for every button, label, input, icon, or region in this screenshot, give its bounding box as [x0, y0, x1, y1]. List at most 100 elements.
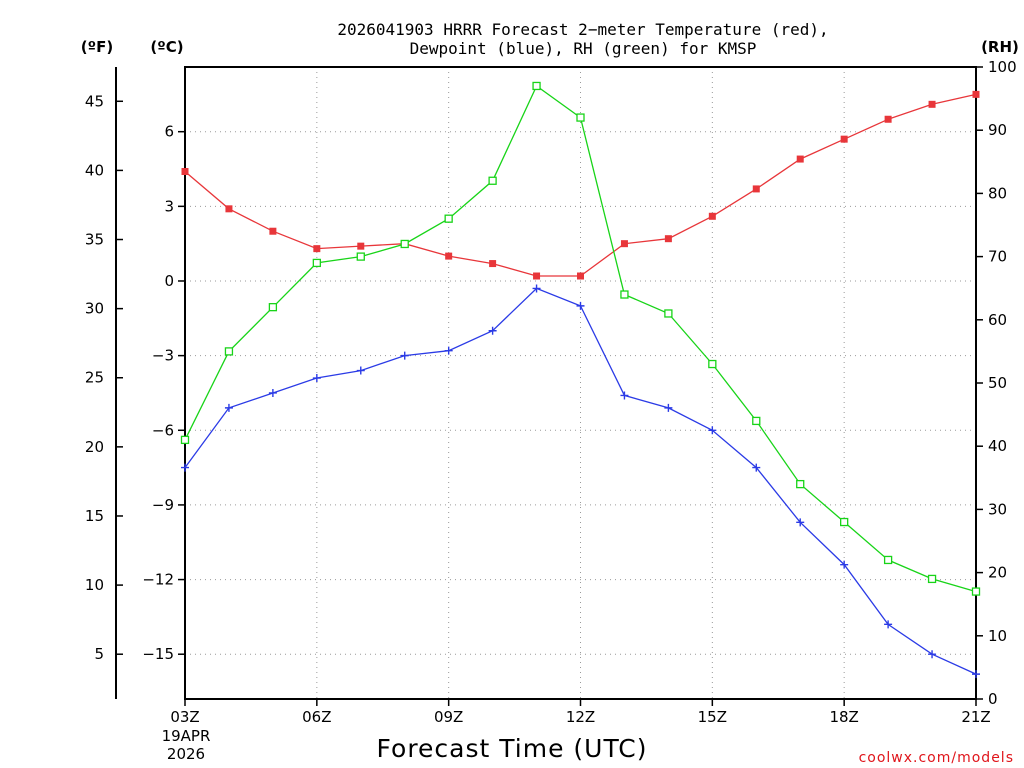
fahrenheit-tick-label: 30: [85, 300, 104, 318]
dewpoint-point: [752, 463, 761, 472]
rh-point: [664, 309, 673, 318]
rh-point: [268, 303, 278, 312]
chart-title-line-1: 2026041903 HRRR Forecast 2−meter Tempera…: [337, 20, 828, 39]
celsius-tick-label: −15: [142, 645, 174, 663]
temperature-point: [269, 227, 277, 235]
celsius-tick-label: 0: [164, 272, 174, 290]
temperature-point: [752, 185, 760, 193]
data-series: [180, 81, 981, 679]
dewpoint-point: [972, 670, 980, 679]
rh-axis-unit: (RH): [981, 38, 1019, 56]
dewpoint-point: [928, 650, 937, 659]
temperature-point: [796, 155, 804, 163]
x-tick-label: 03Z: [170, 708, 199, 726]
rh-point: [312, 258, 321, 268]
dewpoint-point: [620, 391, 629, 400]
temperature-point: [708, 212, 716, 220]
rh-tick-label: 90: [988, 121, 1007, 139]
temperature-point: [313, 245, 321, 253]
rh-point: [752, 416, 761, 426]
rh-tick-label: 100: [988, 58, 1017, 76]
axis-ticks: 630−3−6−9−12−154540353025201510510090807…: [85, 58, 1017, 726]
x-tick-label: 15Z: [698, 708, 727, 726]
fahrenheit-axis-unit: (ºF): [81, 38, 113, 56]
dewpoint-point: [664, 403, 673, 412]
temperature-point: [884, 115, 892, 123]
temperature-point: [972, 90, 980, 98]
temperature-point: [357, 242, 365, 250]
celsius-axis-unit: (ºC): [150, 38, 183, 56]
celsius-tick-label: −12: [142, 571, 174, 589]
fahrenheit-tick-label: 45: [85, 92, 104, 110]
dewpoint-point: [224, 403, 233, 412]
temperature-point: [533, 272, 541, 280]
temperature-point: [664, 235, 672, 243]
temperature-point: [445, 252, 453, 260]
rh-tick-label: 40: [988, 437, 1007, 455]
celsius-tick-label: −3: [152, 347, 174, 365]
dewpoint-point: [400, 351, 409, 360]
temperature-point: [489, 260, 497, 268]
dewpoint-point: [312, 374, 321, 383]
celsius-tick-label: 6: [164, 123, 174, 141]
rh-point: [400, 239, 409, 249]
rh-point: [620, 290, 629, 299]
rh-tick-label: 70: [988, 248, 1007, 266]
dewpoint-point: [356, 366, 365, 375]
x-tick-label: 09Z: [434, 708, 463, 726]
fahrenheit-tick-label: 40: [85, 161, 104, 179]
fahrenheit-tick-label: 20: [85, 438, 104, 456]
x-tick-label: 06Z: [302, 708, 331, 726]
celsius-tick-label: −9: [152, 496, 174, 514]
rh-point: [708, 359, 717, 369]
x-axis-title: Forecast Time (UTC): [377, 734, 648, 763]
rh-point: [883, 555, 893, 565]
chart-title-line-2: Dewpoint (blue), RH (green) for KMSP: [410, 39, 757, 58]
temperature-point: [928, 100, 936, 108]
celsius-tick-label: −6: [152, 421, 174, 439]
dewpoint-point: [488, 326, 497, 335]
start-date-day: 19APR: [162, 727, 211, 745]
fahrenheit-tick-label: 10: [85, 576, 104, 594]
dewpoint-point: [268, 388, 277, 397]
start-date-year: 2026: [167, 745, 205, 763]
fahrenheit-tick-label: 5: [94, 645, 104, 663]
credit-link[interactable]: coolwx.com/models: [859, 750, 1014, 766]
rh-point: [444, 214, 453, 223]
fahrenheit-tick-label: 15: [85, 507, 104, 525]
dewpoint-point: [708, 426, 717, 435]
rh-point: [532, 81, 541, 91]
grid-lines: [185, 67, 976, 699]
temperature-point: [225, 205, 233, 213]
dewpoint-point: [532, 284, 541, 293]
rh-tick-label: 50: [988, 374, 1007, 392]
temperature-point: [577, 272, 584, 280]
rh-point: [488, 176, 497, 185]
rh-point: [356, 252, 365, 261]
rh-point: [224, 347, 234, 356]
x-tick-label: 21Z: [961, 708, 990, 726]
dewpoint-point: [576, 301, 585, 310]
rh-tick-label: 30: [988, 500, 1007, 518]
rh-tick-label: 60: [988, 311, 1007, 329]
fahrenheit-tick-label: 25: [85, 369, 104, 387]
temperature-point: [620, 240, 628, 248]
rh-point: [796, 479, 805, 489]
rh-point: [971, 587, 981, 596]
celsius-tick-label: 3: [164, 197, 174, 215]
temperature-point: [181, 168, 189, 176]
rh-tick-label: 80: [988, 184, 1007, 202]
rh-point: [180, 435, 190, 445]
rh-point: [927, 574, 937, 584]
rh-tick-label: 0: [988, 690, 998, 708]
rh-tick-label: 10: [988, 627, 1007, 645]
dewpoint-point: [796, 518, 805, 527]
x-tick-label: 18Z: [829, 708, 858, 726]
fahrenheit-tick-label: 35: [85, 231, 104, 249]
x-tick-label: 12Z: [566, 708, 595, 726]
dewpoint-point: [884, 620, 893, 629]
rh-tick-label: 20: [988, 564, 1007, 582]
dewpoint-point: [181, 463, 189, 472]
